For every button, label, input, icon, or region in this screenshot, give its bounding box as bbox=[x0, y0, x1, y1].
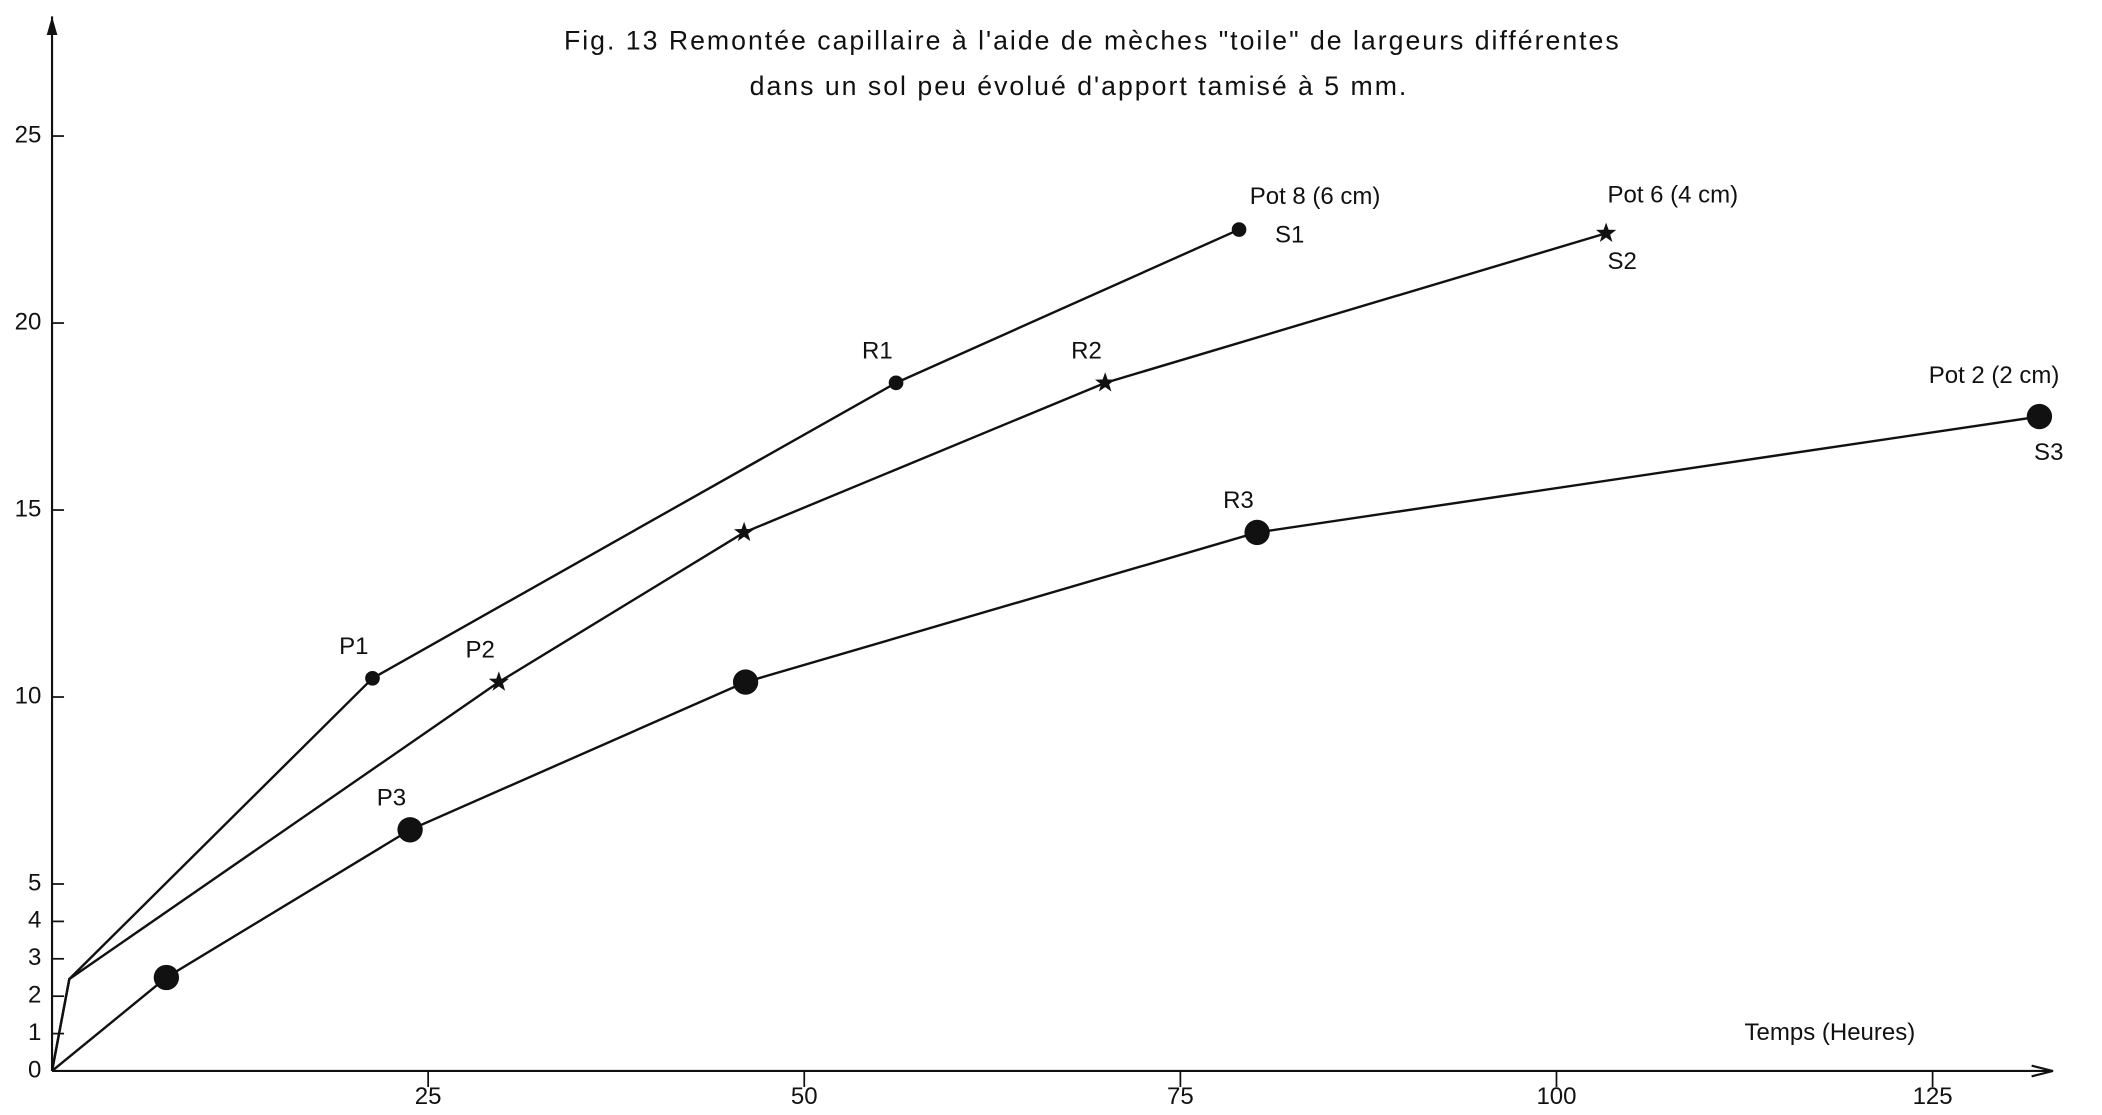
y-tick-label: 20 bbox=[15, 308, 42, 335]
point-label: S1 bbox=[1275, 222, 1304, 249]
point-label: R2 bbox=[1071, 338, 1102, 365]
point-label: P3 bbox=[377, 784, 406, 811]
point bbox=[1595, 222, 1617, 242]
y-tick-label: 15 bbox=[15, 495, 42, 522]
x-tick-label: 100 bbox=[1536, 1083, 1576, 1110]
y-tick-label: 10 bbox=[15, 682, 42, 709]
point bbox=[365, 670, 380, 686]
point bbox=[397, 817, 423, 843]
x-tick-label: 75 bbox=[1167, 1083, 1194, 1110]
y-tick-label: 1 bbox=[28, 1019, 41, 1046]
legend-label: Pot 8 (6 cm) bbox=[1250, 183, 1381, 210]
point bbox=[733, 521, 755, 542]
point bbox=[732, 669, 759, 695]
y-tick-label: 2 bbox=[28, 982, 41, 1009]
x-tick-label: 50 bbox=[791, 1083, 818, 1110]
y-tick-label: 25 bbox=[15, 121, 42, 148]
point bbox=[888, 375, 904, 391]
chart-title: dans un sol peu évolué d'apport tamisé à… bbox=[750, 71, 1409, 101]
point-label: S2 bbox=[1607, 248, 1636, 275]
legend-label: Pot 6 (4 cm) bbox=[1607, 181, 1738, 208]
x-tick-label: 25 bbox=[415, 1083, 442, 1110]
point bbox=[153, 964, 180, 991]
x-axis-label: Temps (Heures) bbox=[1745, 1019, 1916, 1046]
point-label: R1 bbox=[862, 338, 893, 365]
line bbox=[50, 232, 1607, 1072]
y-tick-label: 4 bbox=[28, 907, 41, 934]
y-tick-label: 3 bbox=[28, 944, 41, 971]
point bbox=[1231, 222, 1247, 237]
x-axis-arrow bbox=[2031, 1064, 2054, 1078]
y-tick-label: 5 bbox=[28, 869, 41, 896]
point bbox=[488, 671, 509, 691]
point-label: P1 bbox=[339, 633, 368, 660]
point-label: S3 bbox=[2034, 439, 2063, 466]
x-tick-label: 125 bbox=[1913, 1083, 1953, 1110]
line bbox=[51, 415, 2040, 1072]
point bbox=[1095, 372, 1116, 392]
legend-label: Pot 2 (2 cm) bbox=[1929, 362, 2060, 389]
y-tick-label: 0 bbox=[28, 1056, 41, 1083]
point-label: R3 bbox=[1223, 487, 1254, 514]
line bbox=[50, 228, 1240, 1072]
point bbox=[2026, 403, 2053, 430]
point bbox=[1244, 519, 1270, 546]
chart-title: Fig. 13 Remontée capillaire à l'aide de … bbox=[564, 26, 1621, 56]
point-label: P2 bbox=[466, 637, 495, 664]
y-axis-arrow bbox=[46, 16, 58, 36]
